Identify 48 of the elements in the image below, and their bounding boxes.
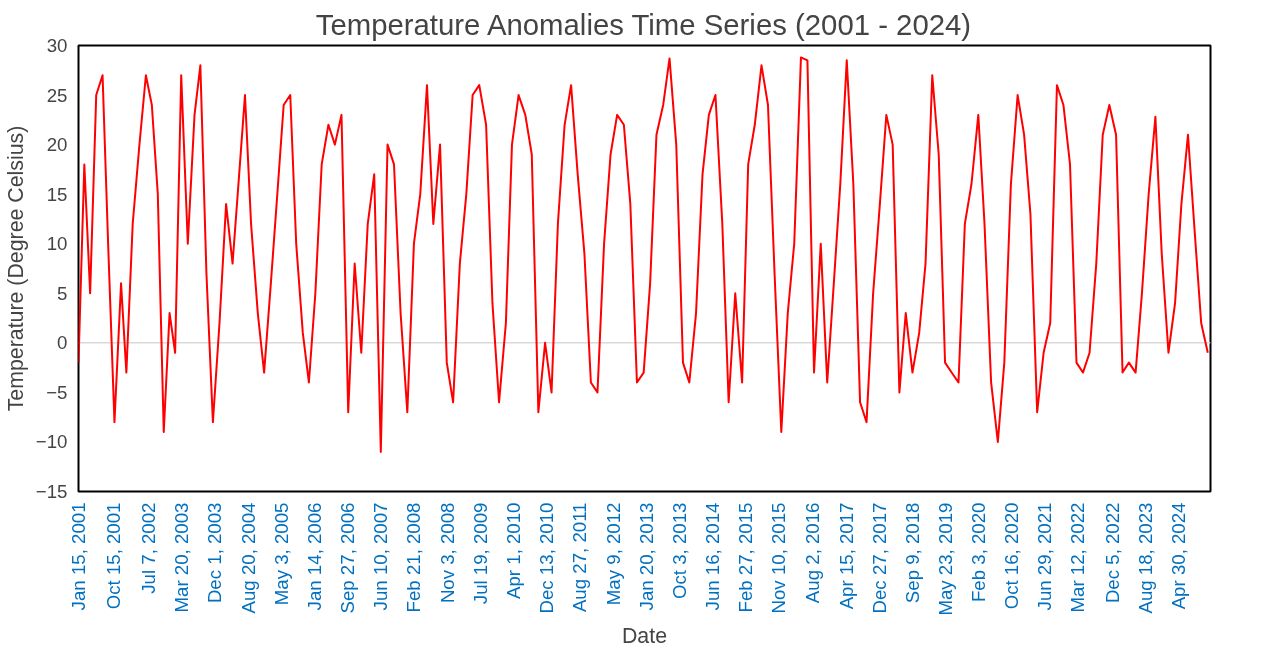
x-tick-label: Jan 14, 2006 (304, 502, 326, 611)
x-tick-label: Dec 5, 2022 (1102, 502, 1124, 604)
x-tick-label: Apr 1, 2010 (503, 502, 525, 599)
x-tick-label: Aug 18, 2023 (1135, 502, 1157, 614)
y-tick-label: 10 (46, 233, 68, 255)
x-tick-label: May 3, 2005 (270, 502, 292, 606)
x-axis-title: Date (621, 623, 668, 648)
y-tick-label: −15 (35, 481, 68, 502)
line-series (78, 56, 1209, 453)
x-tick-label: Aug 27, 2011 (569, 502, 591, 613)
x-tick-label: Oct 15, 2001 (103, 502, 125, 610)
x-tick-label: Oct 16, 2020 (1001, 502, 1023, 610)
x-tick-label: Jul 19, 2009 (469, 502, 491, 605)
y-tick-label: 0 (57, 332, 68, 354)
y-axis-title: Temperature (Degree Celsius) (3, 125, 28, 412)
x-tick-label: Feb 21, 2008 (403, 502, 425, 613)
x-tick-label: Dec 13, 2010 (536, 502, 558, 614)
y-tick-label: 30 (46, 35, 68, 56)
x-tick-label: Dec 1, 2003 (203, 502, 225, 604)
x-tick-label: Dec 27, 2017 (868, 502, 890, 614)
x-tick-label: Feb 3, 2020 (968, 502, 990, 603)
x-tick-label: Oct 3, 2013 (668, 502, 690, 599)
x-tick-label: Jan 20, 2013 (635, 502, 657, 611)
x-tick-label: Jun 29, 2021 (1034, 502, 1056, 611)
x-tick-label: Sep 27, 2006 (337, 502, 359, 614)
y-tick-label: 20 (46, 134, 68, 156)
y-tick-label: −5 (46, 381, 68, 403)
x-tick-label: Jun 16, 2014 (701, 502, 723, 611)
y-tick-label: 5 (57, 282, 68, 304)
x-tick-label: Feb 27, 2015 (734, 502, 756, 613)
x-tick-label: Aug 2, 2016 (802, 502, 824, 604)
x-tick-label: Mar 20, 2003 (170, 502, 192, 613)
y-tick-label: 25 (46, 84, 68, 106)
x-tick-label: Nov 10, 2015 (768, 502, 790, 614)
x-tick-label: Mar 12, 2022 (1067, 502, 1089, 613)
x-tick-label: Jan 15, 2001 (68, 502, 89, 611)
x-tick-label: May 9, 2012 (602, 502, 624, 606)
x-tick-label: Aug 20, 2004 (237, 502, 259, 614)
x-tick-label: Jun 10, 2007 (370, 502, 392, 611)
x-tick-label: Jul 7, 2002 (137, 502, 159, 594)
x-tick-label: Sep 9, 2018 (901, 502, 923, 604)
x-tick-label: Apr 15, 2017 (835, 502, 857, 610)
x-tick-label: Apr 30, 2024 (1168, 502, 1190, 610)
chart-title: Temperature Anomalies Time Series (2001 - 2024) (315, 7, 972, 41)
y-tick-label: −10 (35, 431, 68, 453)
x-tick-label: May 23, 2019 (934, 502, 956, 616)
x-tick-label: Nov 3, 2008 (436, 502, 458, 604)
y-tick-label: 15 (46, 183, 68, 205)
